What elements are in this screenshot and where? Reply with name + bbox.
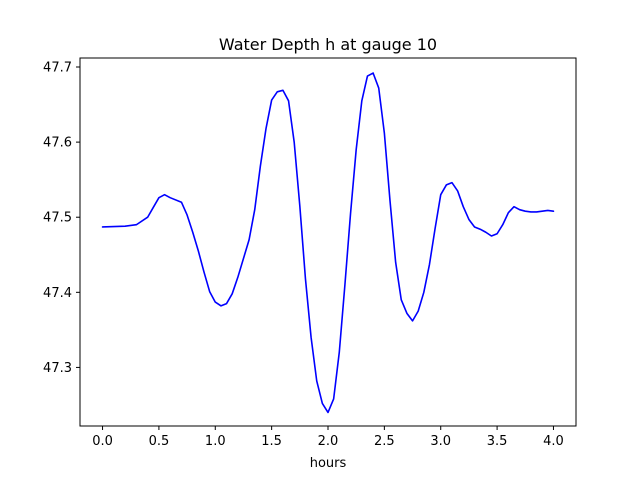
x-tick-label: 0.5 (149, 434, 170, 449)
y-tick-label: 47.3 (43, 361, 72, 376)
y-tick-label: 47.5 (43, 211, 72, 226)
x-tick-label: 1.5 (261, 434, 282, 449)
x-tick-label: 4.0 (543, 434, 564, 449)
series-line (101, 72, 555, 414)
x-axis: 0.0 0.5 1.0 1.5 2.0 2.5 3.0 3.5 4.0 (92, 426, 564, 449)
chart-title: Water Depth h at gauge 10 (219, 35, 437, 54)
x-tick-label: 0.0 (92, 434, 113, 449)
y-axis: 47.3 47.4 47.5 47.6 47.7 (43, 61, 80, 376)
x-tick-label: 2.0 (318, 434, 339, 449)
x-tick-label: 3.0 (430, 434, 451, 449)
y-tick-label: 47.6 (43, 136, 72, 151)
x-tick-label: 1.0 (205, 434, 226, 449)
x-tick-label: 3.5 (487, 434, 508, 449)
y-tick-label: 47.4 (43, 286, 72, 301)
x-tick-label: 2.5 (374, 434, 395, 449)
series-layer (101, 72, 555, 414)
y-tick-label: 47.7 (43, 61, 72, 76)
x-axis-label: hours (310, 456, 347, 471)
